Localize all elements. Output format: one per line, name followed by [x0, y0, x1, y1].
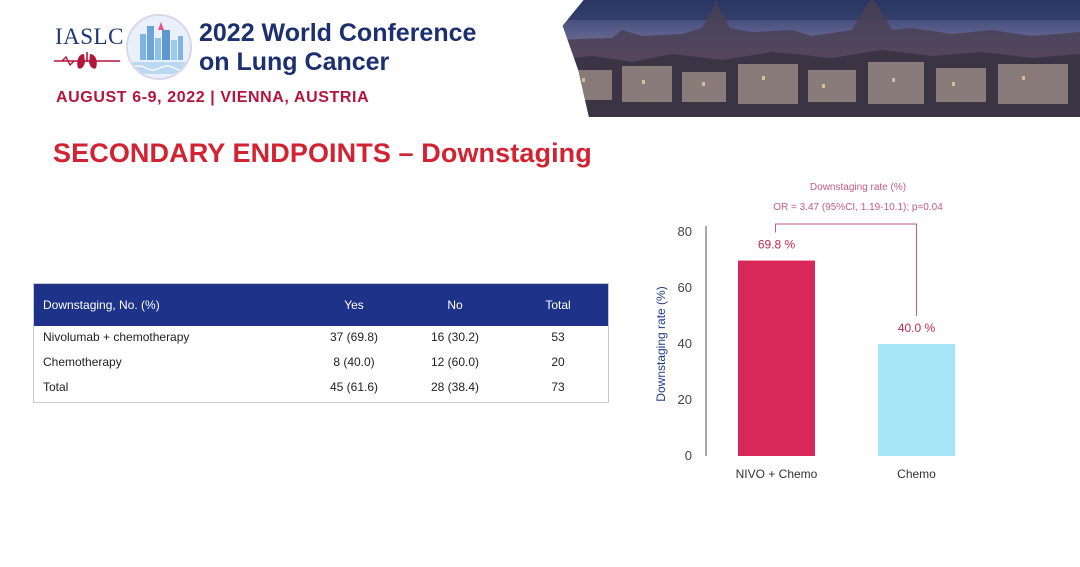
chart-canvas: Downstaging rate (%) OR = 3.47 (95%CI, 1.…: [654, 182, 955, 481]
table-cell: 37 (69.8): [329, 330, 379, 344]
table-cell: 28 (38.4): [430, 380, 480, 394]
bar-data-label: 69.8 %: [758, 238, 796, 252]
conference-dates-location: AUGUST 6-9, 2022 | VIENNA, AUSTRIA: [56, 89, 370, 106]
chart-subtitle: OR = 3.47 (95%CI, 1.19-10.1); p=0.04: [773, 202, 943, 213]
y-tick-label: 80: [678, 224, 692, 239]
table-row: Nivolumab + chemotherapy 37 (69.8) 16 (3…: [34, 330, 608, 355]
lung-logo-icon: [54, 52, 120, 69]
table-cell: 12 (60.0): [430, 355, 480, 369]
downstaging-table: Downstaging, No. (%) Yes No Total Nivolu…: [33, 283, 609, 403]
x-tick-label: NIVO + Chemo: [736, 467, 818, 481]
table-cell: 20: [551, 355, 565, 369]
y-axis-label: Downstaging rate (%): [654, 286, 668, 401]
downstaging-bar-chart: Downstaging rate (%) OR = 3.47 (95%CI, 1.…: [640, 170, 1000, 500]
table-cell: 45 (61.6): [329, 380, 379, 394]
table-header-cell: Total: [545, 298, 571, 312]
y-tick-label: 20: [678, 392, 692, 407]
bar: [878, 344, 955, 456]
table-header-row: Downstaging, No. (%) Yes No Total: [34, 284, 608, 326]
conference-title: 2022 World Conference on Lung Cancer: [199, 19, 476, 77]
significance-bracket: [775, 223, 917, 316]
y-tick-label: 60: [678, 280, 692, 295]
table-cell: 53: [551, 330, 565, 344]
table-header-cell: Downstaging, No. (%): [43, 298, 160, 312]
table-header-cell: Yes: [344, 298, 364, 312]
chart-title: Downstaging rate (%): [810, 182, 906, 193]
table-cell: Chemotherapy: [43, 355, 122, 369]
table-row: Total 45 (61.6) 28 (38.4) 73: [34, 380, 608, 405]
x-tick-label: Chemo: [897, 467, 936, 481]
vienna-skyline-image: [562, 0, 1080, 117]
conference-header: IASLC 2022 World Conference on Lung Canc…: [0, 0, 1080, 120]
table-cell: Nivolumab + chemotherapy: [43, 330, 190, 344]
y-tick-label: 0: [685, 448, 692, 463]
iaslc-logo-text: IASLC: [55, 24, 124, 49]
conference-title-line2: on Lung Cancer: [199, 48, 390, 76]
table-header-cell: No: [447, 298, 463, 312]
conference-badge-icon: [126, 14, 192, 80]
conference-title-line1: 2022 World Conference: [199, 19, 477, 47]
table-cell: Total: [43, 380, 69, 394]
table-cell: 73: [551, 380, 565, 394]
slide-title: SECONDARY ENDPOINTS – Downstaging: [53, 138, 592, 168]
table-cell: 8 (40.0): [333, 355, 375, 369]
y-tick-label: 40: [678, 336, 692, 351]
table-cell: 16 (30.2): [430, 330, 480, 344]
bar-data-label: 40.0 %: [898, 321, 936, 335]
table-row: Chemotherapy 8 (40.0) 12 (60.0) 20: [34, 355, 608, 380]
bar: [738, 260, 815, 456]
